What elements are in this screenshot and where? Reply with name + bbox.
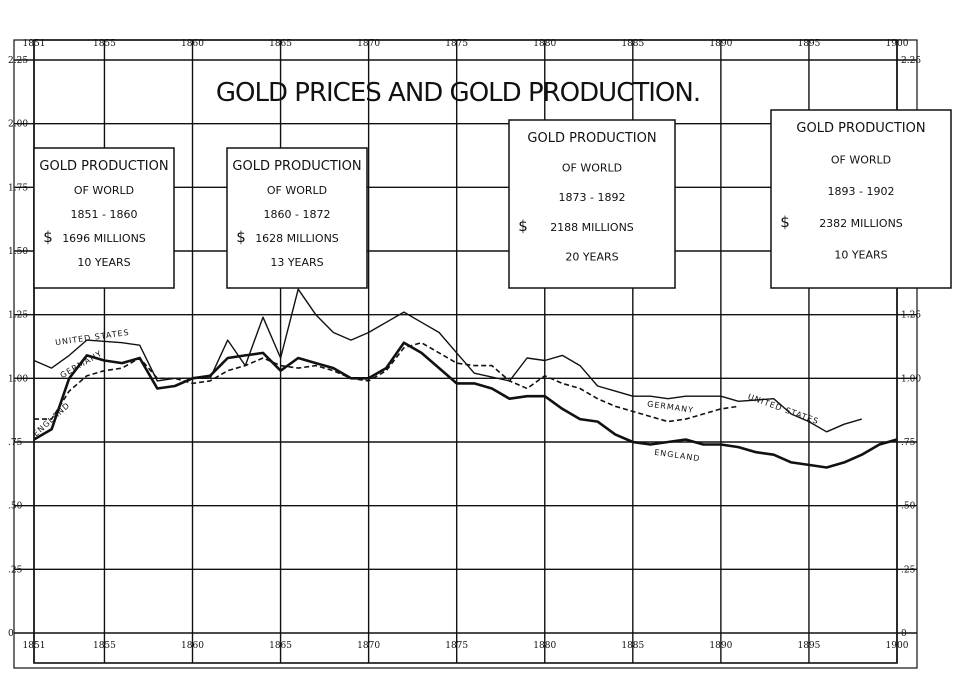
production-box-line: GOLD PRODUCTION — [796, 121, 925, 136]
y-tick-left: 0 — [8, 629, 14, 639]
x-tick-top: 1880 — [533, 39, 556, 49]
x-tick-bottom: 1880 — [533, 641, 556, 651]
y-tick-left: .25 — [8, 565, 23, 575]
production-box: GOLD PRODUCTION OF WORLD 1851 - 1860 1696 M… — [33, 147, 175, 289]
production-box-line: OF WORLD — [267, 184, 327, 197]
y-tick-right: .50 — [901, 502, 916, 512]
series-line-united-states — [33, 288, 862, 433]
production-box-line: GOLD PRODUCTION — [39, 159, 168, 174]
production-box-line: 1851 - 1860 — [71, 208, 138, 221]
series-name-label: UNITED STATES — [55, 328, 131, 347]
x-tick-bottom: 1885 — [621, 641, 644, 651]
y-tick-left: 1.50 — [8, 247, 28, 257]
series-name-label: ENGLAND — [654, 448, 701, 463]
y-tick-right: 0 — [901, 629, 907, 639]
production-box-border — [770, 109, 952, 289]
currency-sign: $ — [236, 228, 246, 246]
production-box-line: 2188 MILLIONS — [550, 221, 634, 234]
production-box-line: 1860 - 1872 — [264, 208, 331, 221]
x-tick-bottom: 1851 — [23, 641, 46, 651]
paper-border — [13, 39, 918, 669]
production-box-line: 1696 MILLIONS — [62, 232, 146, 245]
y-tick-left: 2.25 — [8, 56, 28, 66]
currency-sign: $ — [43, 228, 53, 246]
x-tick-bottom: 1900 — [886, 641, 909, 651]
production-box-line: 10 YEARS — [834, 248, 887, 261]
production-boxes: GOLD PRODUCTION OF WORLD 1851 - 1860 1696 M… — [33, 109, 952, 289]
x-tick-top: 1900 — [886, 39, 909, 49]
production-box-line: 1628 MILLIONS — [255, 232, 339, 245]
production-box-line: 1893 - 1902 — [828, 185, 895, 198]
y-tick-left: .50 — [8, 502, 23, 512]
y-tick-left: 2.00 — [8, 120, 28, 130]
production-box-border — [33, 147, 175, 289]
production-box-line: 2382 MILLIONS — [819, 217, 903, 230]
x-tick-bottom: 1865 — [269, 641, 292, 651]
x-tick-top: 1870 — [357, 39, 380, 49]
x-tick-bottom: 1860 — [181, 641, 204, 651]
production-box-line: GOLD PRODUCTION — [527, 131, 656, 146]
production-box: GOLD PRODUCTION OF WORLD 1860 - 1872 1628 M… — [226, 147, 368, 289]
series-line-england — [33, 341, 898, 469]
y-tick-right: .75 — [901, 438, 916, 448]
series-line-germany — [34, 341, 739, 423]
y-tick-right: .25 — [901, 565, 916, 575]
production-box-line: OF WORLD — [831, 154, 891, 167]
x-tick-top: 1865 — [269, 39, 292, 49]
production-box-line: 1873 - 1892 — [559, 191, 626, 204]
y-tick-right: 1.00 — [901, 374, 921, 384]
x-tick-top: 1851 — [23, 39, 46, 49]
currency-sign: $ — [518, 217, 528, 235]
chart-grid — [14, 40, 917, 663]
y-tick-left: .75 — [8, 438, 23, 448]
x-tick-top: 1885 — [621, 39, 644, 49]
x-tick-top: 1875 — [445, 39, 468, 49]
production-box-line: OF WORLD — [562, 162, 622, 175]
production-box-line: 10 YEARS — [77, 256, 130, 269]
axis-ticks: 1851 1855 1860 1865 1870 1875 1880 1885 1890 1895… — [8, 39, 921, 651]
x-tick-top: 1890 — [709, 39, 732, 49]
production-box-line: 20 YEARS — [565, 250, 618, 263]
series-name-label: GERMANY — [647, 399, 695, 414]
production-box-line: OF WORLD — [74, 184, 134, 197]
x-tick-top: 1895 — [797, 39, 820, 49]
production-box-border — [508, 119, 676, 289]
x-tick-bottom: 1895 — [797, 641, 820, 651]
x-tick-top: 1860 — [181, 39, 204, 49]
y-tick-left: 1.00 — [8, 374, 28, 384]
production-box: GOLD PRODUCTION OF WORLD 1893 - 1902 2382 M… — [770, 109, 952, 289]
x-tick-bottom: 1870 — [357, 641, 380, 651]
price-series — [33, 288, 898, 469]
production-box-line: GOLD PRODUCTION — [232, 159, 361, 174]
production-box: GOLD PRODUCTION OF WORLD 1873 - 1892 2188 M… — [508, 119, 676, 289]
y-tick-left: 1.25 — [8, 311, 28, 321]
currency-sign: $ — [780, 213, 790, 231]
production-box-line: 13 YEARS — [270, 256, 323, 269]
chart-title: GOLD PRICES AND GOLD PRODUCTION. — [216, 78, 700, 108]
x-tick-bottom: 1890 — [709, 641, 732, 651]
series-name-label: GERMANY — [59, 349, 104, 380]
x-tick-bottom: 1855 — [93, 641, 116, 651]
y-tick-right: 2.25 — [901, 56, 921, 66]
y-tick-right: 1.25 — [901, 311, 921, 321]
y-tick-left: 1.75 — [8, 183, 28, 193]
x-tick-top: 1855 — [93, 39, 116, 49]
x-tick-bottom: 1875 — [445, 641, 468, 651]
production-box-border — [226, 147, 368, 289]
